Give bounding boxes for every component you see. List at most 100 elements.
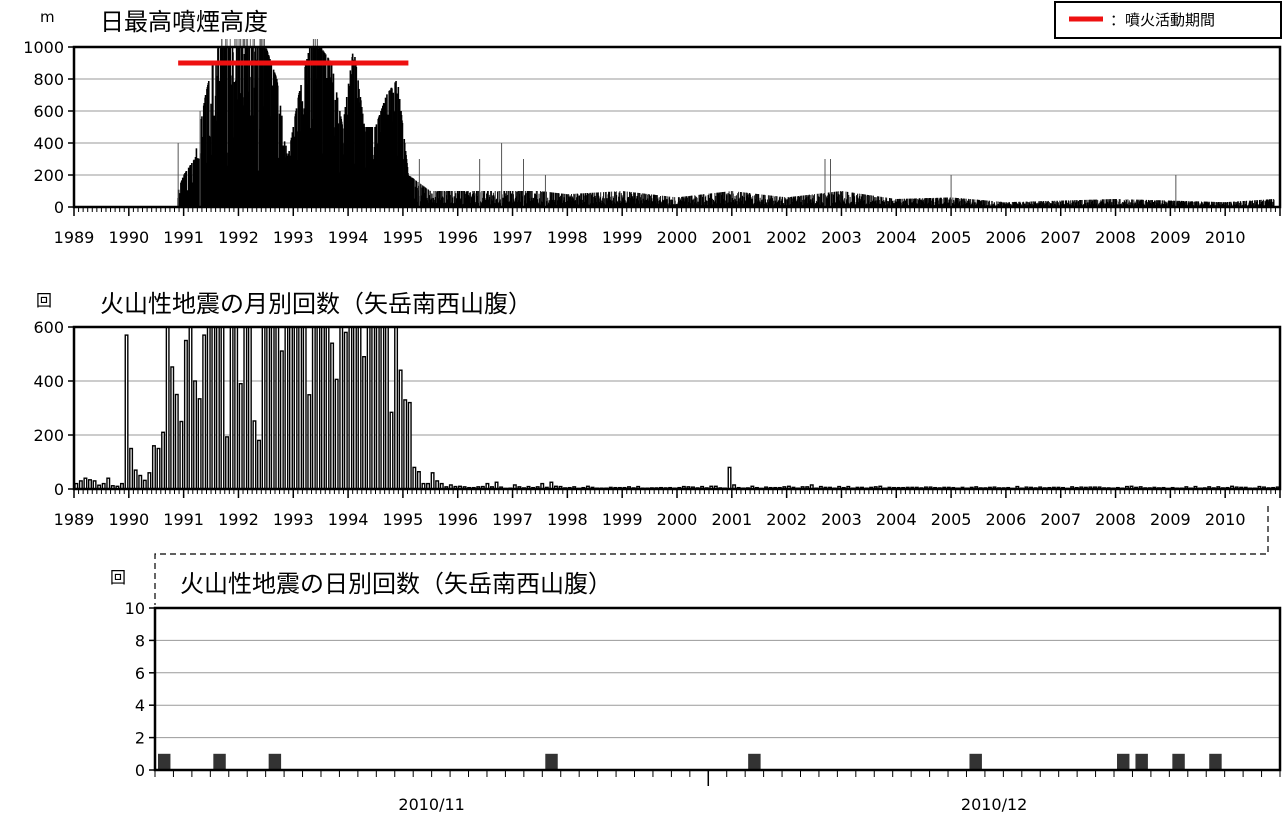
p2-xtick-label: 2002 — [766, 510, 807, 529]
p2-bar — [88, 479, 92, 490]
p2-bar — [202, 334, 207, 490]
p3-frame — [153, 606, 1282, 772]
p1-xtick-label: 2001 — [711, 228, 752, 247]
p1-xtick-label: 1996 — [437, 228, 478, 247]
p2-bar — [174, 393, 179, 490]
p2-bar — [727, 466, 732, 490]
p2-bar — [311, 326, 316, 490]
p1-xtick-label: 2000 — [657, 228, 698, 247]
p1-xtick-label: 1990 — [108, 228, 149, 247]
plume-height-panel: m 日最高噴煙高度 0 200 400 600 800 1000 1989 1990 1991… — [23, 1, 1282, 247]
p2-bar — [403, 399, 408, 490]
p2-xtick-label: 2003 — [821, 510, 862, 529]
p2-bar — [234, 326, 239, 490]
p3-ytick-label: 10 — [125, 599, 145, 618]
p2-xtick-label: 2004 — [876, 510, 917, 529]
p2-bar — [284, 326, 289, 490]
p2-bar — [430, 472, 435, 490]
p2-bar — [257, 439, 261, 490]
p2-bar — [211, 326, 216, 490]
p2-bar — [252, 420, 257, 490]
p2-bar — [106, 477, 111, 490]
p2-bar — [384, 326, 389, 490]
p2-xtick-label: 2006 — [986, 510, 1027, 529]
p2-bar — [362, 356, 367, 490]
p2-xtick-label: 1994 — [328, 510, 369, 529]
p1-ytick-label: 0 — [54, 198, 64, 217]
p2-bar — [183, 339, 188, 490]
p2-xtick-label: 2000 — [657, 510, 698, 529]
p1-xtick-label: 2006 — [986, 228, 1027, 247]
p2-bar — [389, 411, 394, 490]
p1-xtick-label: 2005 — [931, 228, 972, 247]
p2-bar — [225, 436, 230, 490]
p2-bar — [129, 447, 134, 490]
p1-xtick-label: 2009 — [1150, 228, 1191, 247]
zoom-connector — [154, 506, 1269, 605]
p2-bar — [298, 326, 303, 490]
p2-bar — [348, 326, 353, 490]
p1-xtick-label: 2010 — [1205, 228, 1246, 247]
p2-xtick-label: 1998 — [547, 510, 588, 529]
p3-bar — [1172, 753, 1185, 770]
p2-title: 火山性地震の月別回数（矢岳南西山腹） — [100, 290, 532, 318]
p1-xtick-label: 1991 — [163, 228, 204, 247]
p3-bars — [158, 753, 1222, 770]
p2-bar — [215, 326, 220, 490]
p1-bars — [177, 39, 1275, 207]
p2-bar — [416, 471, 421, 490]
p2-bar — [124, 334, 129, 490]
p2-bar — [261, 326, 266, 490]
p2-xtick-label: 1989 — [54, 510, 95, 529]
p2-grid — [74, 380, 1280, 436]
p1-unit-label: m — [40, 8, 55, 26]
p2-bar — [293, 326, 298, 490]
p2-bar — [339, 326, 344, 490]
p1-xtick-label: 1998 — [547, 228, 588, 247]
legend-label: ：噴火活動期間 — [1110, 11, 1215, 29]
p1-xtick-label: 2004 — [876, 228, 917, 247]
p2-xtick-label: 2009 — [1150, 510, 1191, 529]
p3-bar — [213, 753, 226, 770]
p2-bar — [170, 366, 175, 490]
p2-bar — [270, 326, 275, 490]
p2-xtick-label: 2001 — [711, 510, 752, 529]
p2-bar — [243, 326, 248, 490]
p2-bar — [206, 326, 211, 490]
p3-ytick-label: 2 — [135, 729, 145, 748]
p2-bar — [133, 469, 138, 490]
p3-bar — [969, 753, 982, 770]
p3-month-label: 2010/11 — [398, 795, 464, 814]
p2-bar — [229, 326, 234, 490]
p3-bar — [268, 753, 282, 770]
p2-bar — [394, 326, 399, 490]
p2-bar — [325, 326, 330, 490]
p1-xtick-label: 1995 — [383, 228, 424, 247]
p2-bar — [188, 326, 193, 490]
p3-ytick-label: 0 — [135, 761, 145, 780]
p2-bar — [238, 383, 243, 490]
p3-y-ticks: 0 2 4 6 8 10 — [125, 599, 155, 780]
zoom-connector-path — [154, 506, 1269, 605]
p1-xtick-label: 1999 — [602, 228, 643, 247]
p3-bar — [545, 753, 558, 770]
p1-ytick-label: 400 — [33, 134, 64, 153]
p2-bar — [165, 326, 170, 490]
p2-bar — [275, 326, 280, 490]
p1-xtick-label: 1994 — [328, 228, 369, 247]
p2-bar — [380, 326, 385, 490]
p2-xtick-label: 1997 — [492, 510, 533, 529]
p2-bar — [247, 326, 252, 490]
p2-bar — [334, 378, 339, 490]
p2-bar — [316, 326, 321, 490]
p2-bar — [412, 466, 417, 490]
p2-bar — [83, 477, 88, 490]
p3-x-ticks: 2010/11 2010/12 — [154, 770, 1281, 814]
p2-xtick-label: 1993 — [273, 510, 314, 529]
p2-bar — [279, 350, 284, 490]
p1-ytick-label: 200 — [33, 166, 64, 185]
p2-x-ticks: 1989 1990 1991 1992 1993 1994 1995 1996 1997 1998… — [54, 489, 1281, 529]
